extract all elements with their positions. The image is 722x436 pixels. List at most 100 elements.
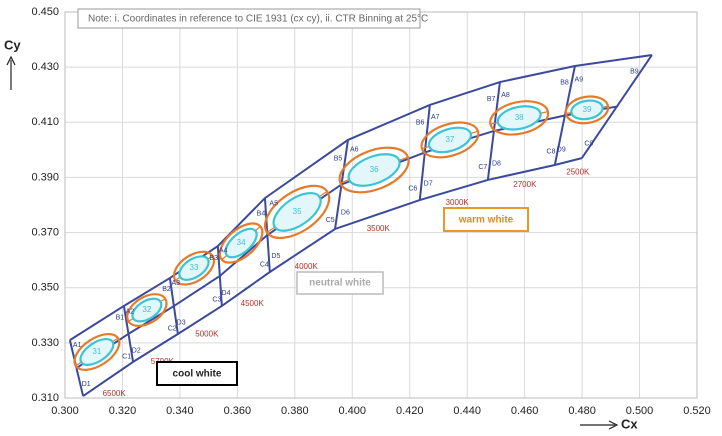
bin-code: A3	[172, 280, 181, 287]
bin-code: C4	[260, 261, 269, 268]
y-tick-label: 0.330	[31, 337, 59, 349]
bin-code: B9	[630, 68, 639, 75]
bin-edge	[580, 54, 653, 159]
plot-area: 0.300 0.320 0.340 0.360 0.380 0.400 0.420 0.440…	[31, 6, 710, 417]
cct-label: 3000K	[446, 198, 470, 207]
x-tick-label: 0.340	[166, 405, 194, 417]
x-tick-label: 0.400	[339, 405, 367, 417]
bin-code: D6	[341, 209, 350, 216]
bin-label: 33	[190, 263, 199, 272]
y-tick-label: 0.390	[31, 171, 59, 183]
bin-code: A6	[350, 147, 359, 154]
bin-code: C5	[326, 217, 335, 224]
bin-code: B5	[334, 156, 343, 163]
bin-ellipse	[224, 227, 258, 259]
bin-ellipse	[178, 255, 210, 281]
bin-label: 37	[445, 135, 454, 144]
bin-code: B4	[257, 211, 266, 218]
x-tick-label: 0.420	[396, 405, 424, 417]
bin-code: B7	[487, 96, 496, 103]
bin-ellipse	[570, 99, 604, 121]
bin-code: B8	[560, 79, 569, 86]
bin-label: 31	[92, 347, 101, 356]
bin-label: 36	[370, 165, 379, 174]
bin-label: 35	[293, 207, 302, 216]
bin-ellipse	[272, 191, 322, 232]
cct-label: 6500K	[103, 389, 127, 398]
bin-code: D8	[492, 161, 501, 168]
x-tick-label: 0.440	[453, 405, 481, 417]
region-neutral: neutral white	[309, 278, 371, 289]
bin-code: A1	[73, 342, 82, 349]
x-arrow-head	[608, 420, 619, 430]
x-axis-label: Cx	[621, 416, 638, 431]
cct-label: 4000K	[295, 262, 319, 271]
cct-label: 4500K	[241, 299, 265, 308]
y-tick-label: 0.310	[31, 392, 59, 404]
x-tick-label: 0.460	[511, 405, 539, 417]
bin-ellipse	[79, 337, 115, 366]
note: Note: i. Coordinates in reference to CIE…	[88, 14, 428, 25]
plot-frame	[64, 11, 698, 399]
x-tick-label: 0.360	[224, 405, 252, 417]
bin-code: A7	[431, 114, 440, 121]
bin-code: A4	[219, 247, 228, 254]
bin-label: 34	[237, 238, 246, 247]
y-arrow-head	[6, 55, 16, 66]
bin-code: B1	[116, 315, 125, 322]
bin-code: C2	[168, 325, 177, 332]
bin-ellipse	[131, 297, 163, 323]
note-box	[77, 8, 421, 29]
outer-ring	[172, 250, 216, 286]
bin-code: C1	[122, 354, 131, 361]
bin-code: D4	[222, 290, 231, 297]
cct-label: 5000K	[195, 329, 219, 338]
x-tick-label: 0.320	[109, 405, 137, 417]
bin-code: C8	[547, 149, 556, 156]
bin-code: C3	[212, 297, 221, 304]
boundary-top	[69, 54, 653, 341]
x-tick-label: 0.500	[626, 405, 654, 417]
bin-code: A8	[501, 92, 510, 99]
bin-ellipse	[347, 153, 401, 187]
bin-label: 38	[515, 113, 524, 122]
neutral-box	[296, 271, 384, 295]
warm-box	[443, 207, 529, 232]
y-axis-label: Cy	[4, 37, 21, 52]
bin-code: A9	[575, 77, 584, 84]
bin-label: 39	[583, 105, 592, 114]
bin-code: C7	[478, 164, 487, 171]
cct-label: 2500K	[566, 168, 590, 177]
y-tick-label: 0.370	[31, 226, 59, 238]
x-tick-label: 0.480	[568, 405, 596, 417]
bin-ellipse	[427, 126, 473, 154]
cool-box	[156, 361, 238, 386]
region-warm: warm white	[458, 215, 514, 226]
y-tick-label: 0.350	[31, 282, 59, 294]
cct-label: 3500K	[367, 224, 391, 233]
bin-label: 32	[142, 305, 151, 314]
cct-label: 2700K	[513, 180, 537, 189]
bin-code: D9	[557, 146, 566, 153]
bin-code: B2	[162, 286, 171, 293]
bin-code: D2	[132, 348, 141, 355]
bin-code: B3	[209, 255, 218, 262]
y-tick-label: 0.410	[31, 116, 59, 128]
x-tick-label: 0.520	[683, 405, 711, 417]
bin-code: A2	[126, 308, 135, 315]
y-tick-label: 0.430	[31, 61, 59, 73]
y-tick-label: 0.450	[31, 6, 59, 18]
bin-code: A5	[269, 200, 278, 207]
boundary-bottom	[82, 157, 583, 397]
x-tick-label: 0.380	[281, 405, 309, 417]
bin-ellipse	[496, 105, 542, 131]
bin-code: B6	[416, 119, 425, 126]
bin-code: C6	[408, 186, 417, 193]
x-tick-label: 0.300	[51, 405, 79, 417]
region-cool: cool white	[173, 369, 222, 380]
bin-code: D5	[271, 253, 280, 260]
bin-code: D3	[177, 320, 186, 327]
bin-code: D1	[82, 381, 91, 388]
bin-code: D7	[424, 181, 433, 188]
